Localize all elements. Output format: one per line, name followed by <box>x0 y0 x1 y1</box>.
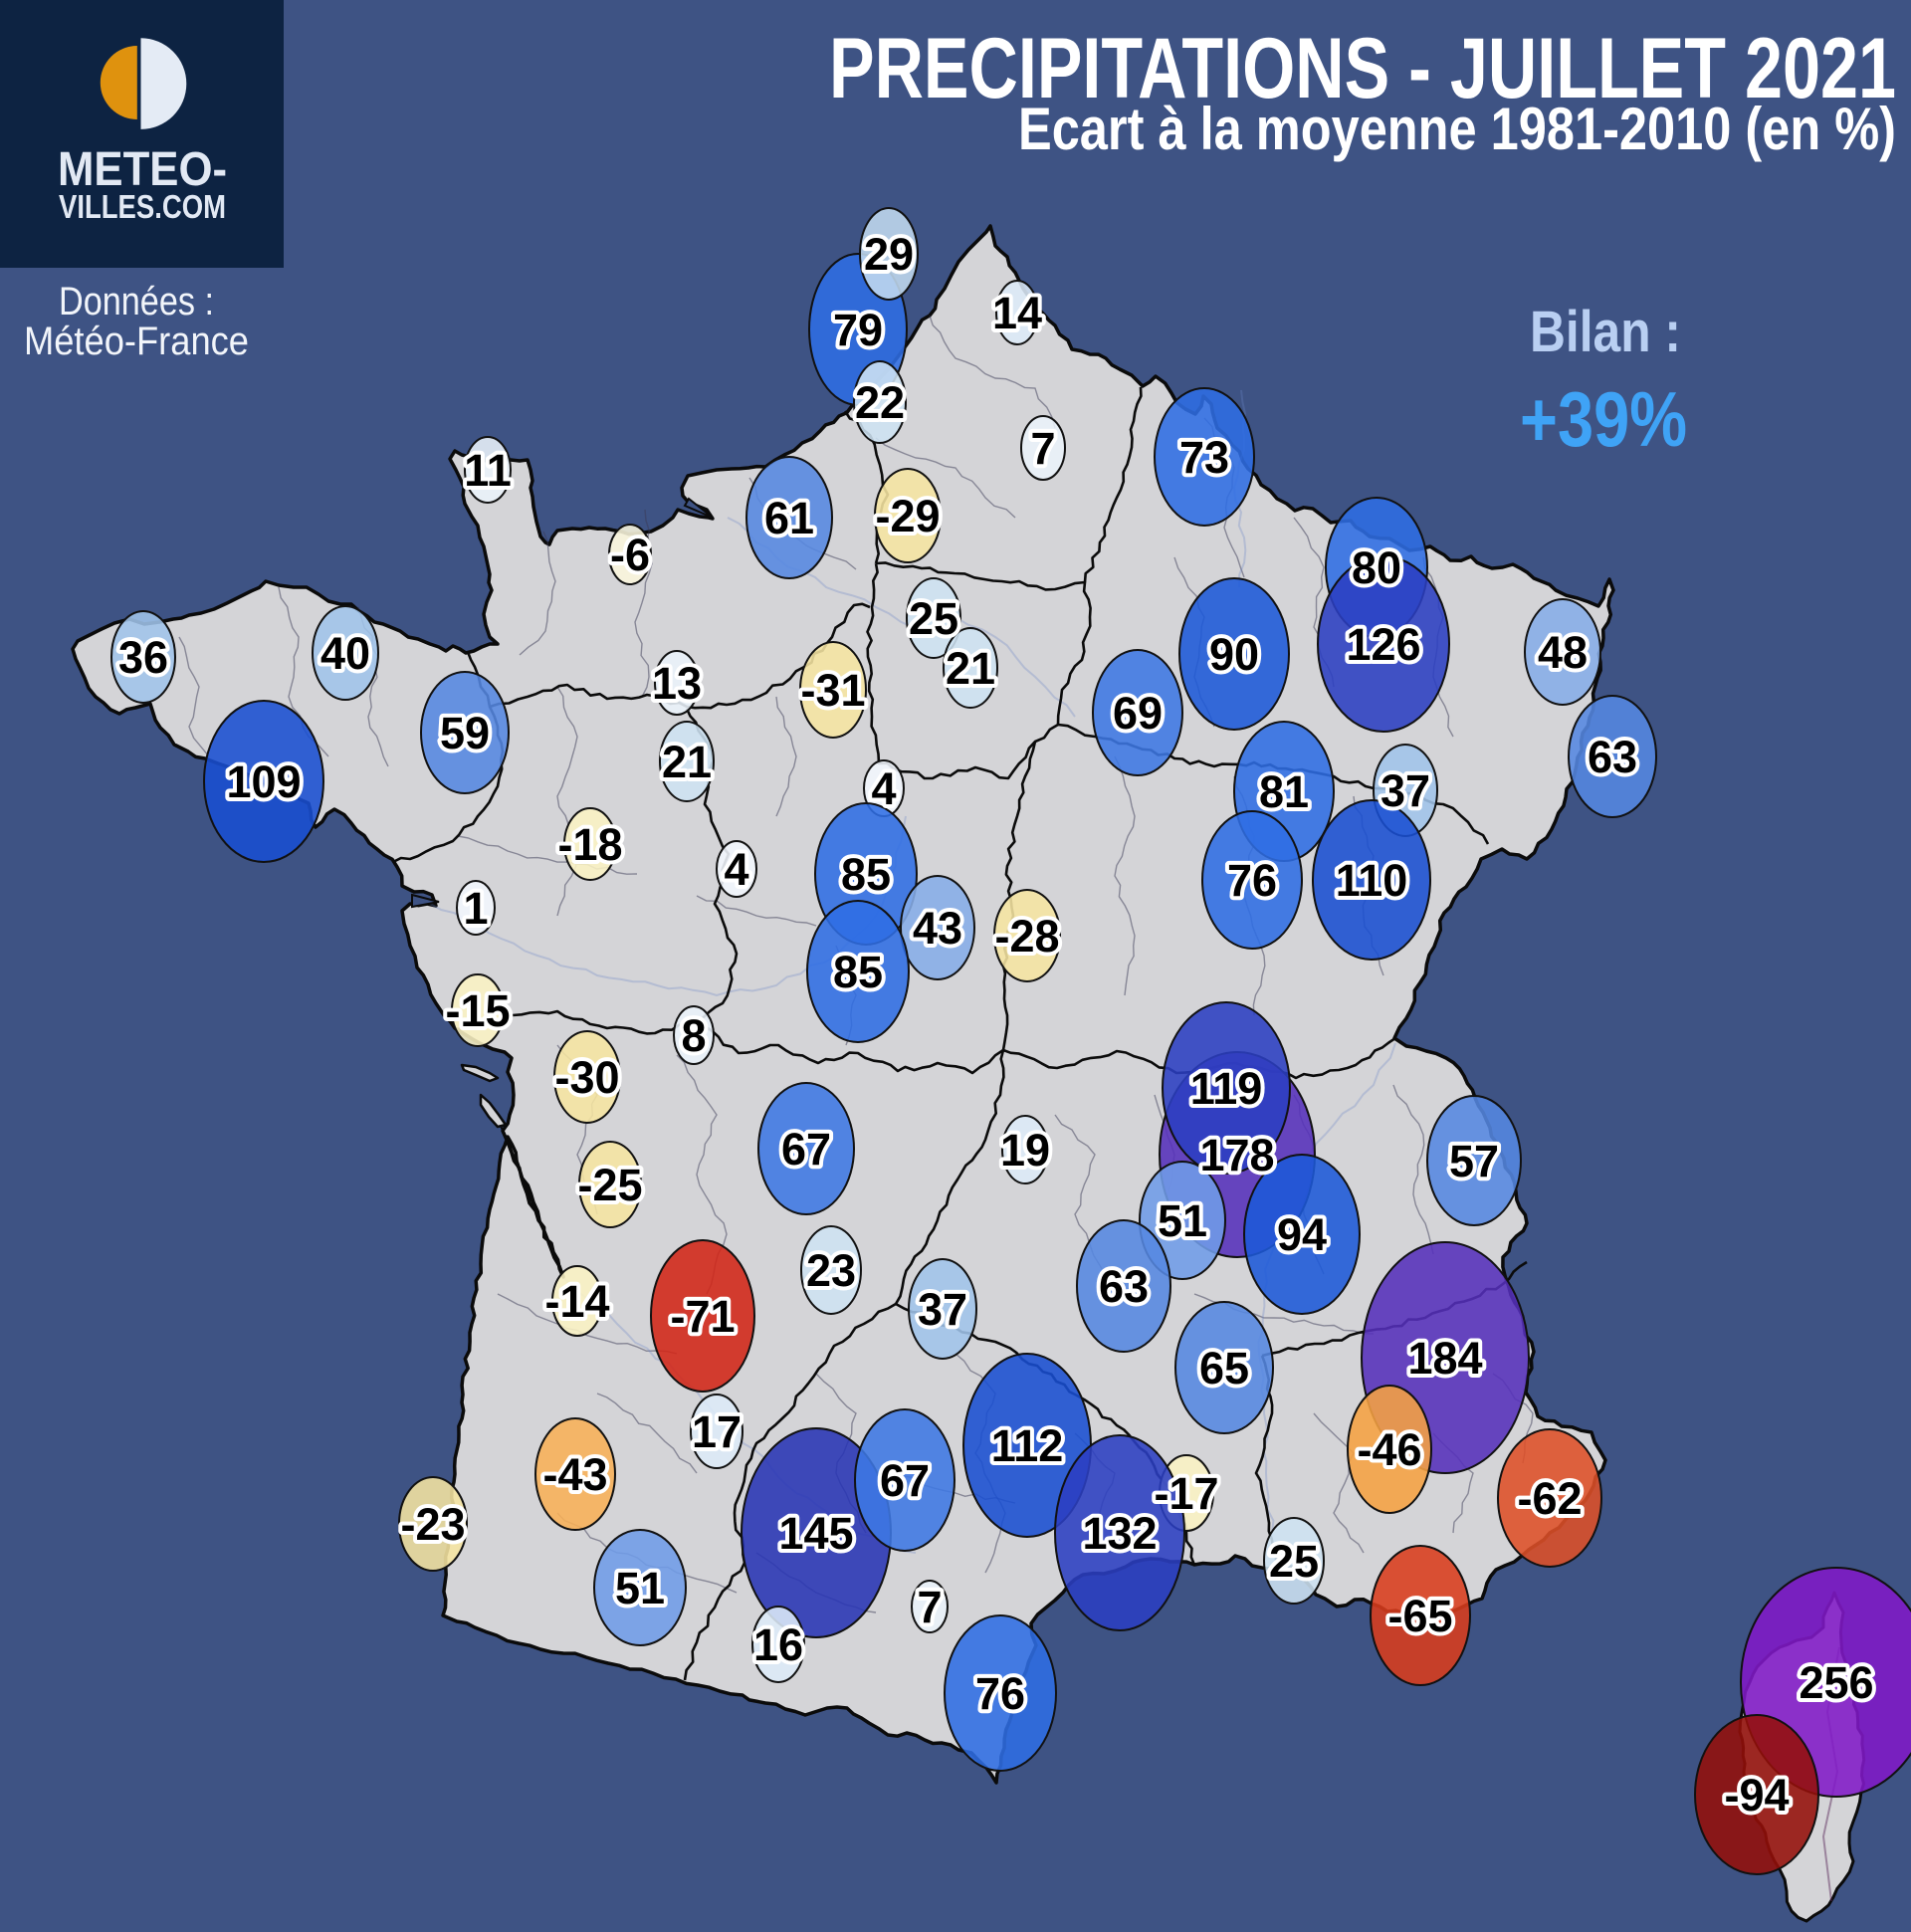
svg-text:-23: -23 <box>400 1499 465 1550</box>
svg-text:65: 65 <box>1199 1343 1249 1394</box>
svg-text:-30: -30 <box>554 1052 619 1103</box>
svg-text:25: 25 <box>1269 1536 1319 1587</box>
svg-text:29: 29 <box>864 229 914 280</box>
svg-text:Météo-France: Météo-France <box>24 320 249 363</box>
svg-text:40: 40 <box>320 628 370 679</box>
svg-text:73: 73 <box>1179 432 1229 483</box>
svg-text:23: 23 <box>806 1245 856 1296</box>
svg-text:-71: -71 <box>670 1291 735 1342</box>
svg-text:21: 21 <box>662 737 712 787</box>
svg-text:37: 37 <box>1380 765 1430 816</box>
svg-text:13: 13 <box>652 658 702 709</box>
svg-text:4: 4 <box>871 763 896 814</box>
svg-text:76: 76 <box>1227 855 1277 906</box>
svg-text:-65: -65 <box>1387 1591 1452 1641</box>
svg-text:112: 112 <box>991 1420 1064 1471</box>
svg-text:19: 19 <box>1000 1125 1050 1176</box>
svg-text:-18: -18 <box>557 819 622 870</box>
svg-text:85: 85 <box>841 849 891 900</box>
svg-text:16: 16 <box>753 1619 803 1670</box>
svg-text:17: 17 <box>692 1406 742 1457</box>
svg-text:1: 1 <box>463 883 488 934</box>
svg-text:-94: -94 <box>1724 1770 1789 1821</box>
svg-text:51: 51 <box>1158 1195 1207 1246</box>
svg-text:25: 25 <box>909 593 958 644</box>
svg-text:256: 256 <box>1799 1657 1873 1708</box>
svg-text:63: 63 <box>1099 1261 1149 1312</box>
svg-text:7: 7 <box>1030 423 1055 474</box>
svg-text:-29: -29 <box>875 491 940 541</box>
svg-text:Bilan :: Bilan : <box>1530 300 1681 364</box>
svg-text:METEO-: METEO- <box>58 143 227 196</box>
svg-text:-43: -43 <box>542 1449 607 1500</box>
svg-text:81: 81 <box>1259 766 1309 817</box>
svg-text:67: 67 <box>880 1455 930 1506</box>
svg-text:7: 7 <box>917 1582 942 1632</box>
svg-text:-31: -31 <box>800 665 865 716</box>
svg-text:+39%: +39% <box>1520 375 1687 463</box>
svg-text:8: 8 <box>681 1010 706 1061</box>
svg-text:-46: -46 <box>1357 1424 1421 1475</box>
svg-text:-6: -6 <box>610 530 650 580</box>
svg-text:109: 109 <box>226 756 301 807</box>
svg-text:67: 67 <box>781 1124 831 1175</box>
svg-text:145: 145 <box>778 1508 853 1559</box>
svg-text:43: 43 <box>913 903 962 954</box>
svg-text:57: 57 <box>1449 1136 1499 1186</box>
svg-text:59: 59 <box>440 708 490 758</box>
svg-text:178: 178 <box>1199 1130 1274 1181</box>
svg-text:4: 4 <box>724 844 748 895</box>
svg-text:184: 184 <box>1407 1333 1482 1384</box>
svg-text:80: 80 <box>1352 542 1401 593</box>
svg-text:126: 126 <box>1346 619 1420 670</box>
svg-text:-28: -28 <box>994 911 1059 962</box>
svg-text:132: 132 <box>1082 1508 1157 1559</box>
svg-text:36: 36 <box>118 632 168 683</box>
svg-text:85: 85 <box>833 947 883 997</box>
svg-text:PRECIPITATIONS - JUILLET 2021: PRECIPITATIONS - JUILLET 2021 <box>829 21 1896 116</box>
svg-text:21: 21 <box>946 643 995 694</box>
svg-text:94: 94 <box>1277 1209 1327 1260</box>
svg-text:22: 22 <box>855 377 905 428</box>
svg-text:14: 14 <box>992 288 1042 338</box>
svg-text:119: 119 <box>1190 1063 1263 1114</box>
svg-text:Ecart à la moyenne 1981-2010 (: Ecart à la moyenne 1981-2010 (en %) <box>1018 96 1896 162</box>
svg-text:61: 61 <box>764 493 814 543</box>
svg-text:79: 79 <box>833 305 883 355</box>
svg-text:Données :: Données : <box>59 280 214 323</box>
svg-text:69: 69 <box>1113 688 1163 739</box>
svg-text:37: 37 <box>918 1284 967 1335</box>
svg-text:90: 90 <box>1209 629 1259 680</box>
svg-text:110: 110 <box>1336 855 1408 906</box>
svg-text:-14: -14 <box>544 1276 609 1327</box>
svg-text:63: 63 <box>1588 732 1637 782</box>
svg-text:-62: -62 <box>1517 1473 1582 1524</box>
svg-text:VILLES.COM: VILLES.COM <box>59 188 226 225</box>
svg-text:51: 51 <box>615 1563 665 1613</box>
svg-text:-25: -25 <box>577 1160 642 1210</box>
svg-text:-17: -17 <box>1154 1468 1218 1519</box>
svg-text:11: 11 <box>464 445 512 496</box>
svg-text:48: 48 <box>1538 627 1588 678</box>
svg-text:76: 76 <box>975 1668 1025 1719</box>
svg-text:-15: -15 <box>445 985 510 1036</box>
